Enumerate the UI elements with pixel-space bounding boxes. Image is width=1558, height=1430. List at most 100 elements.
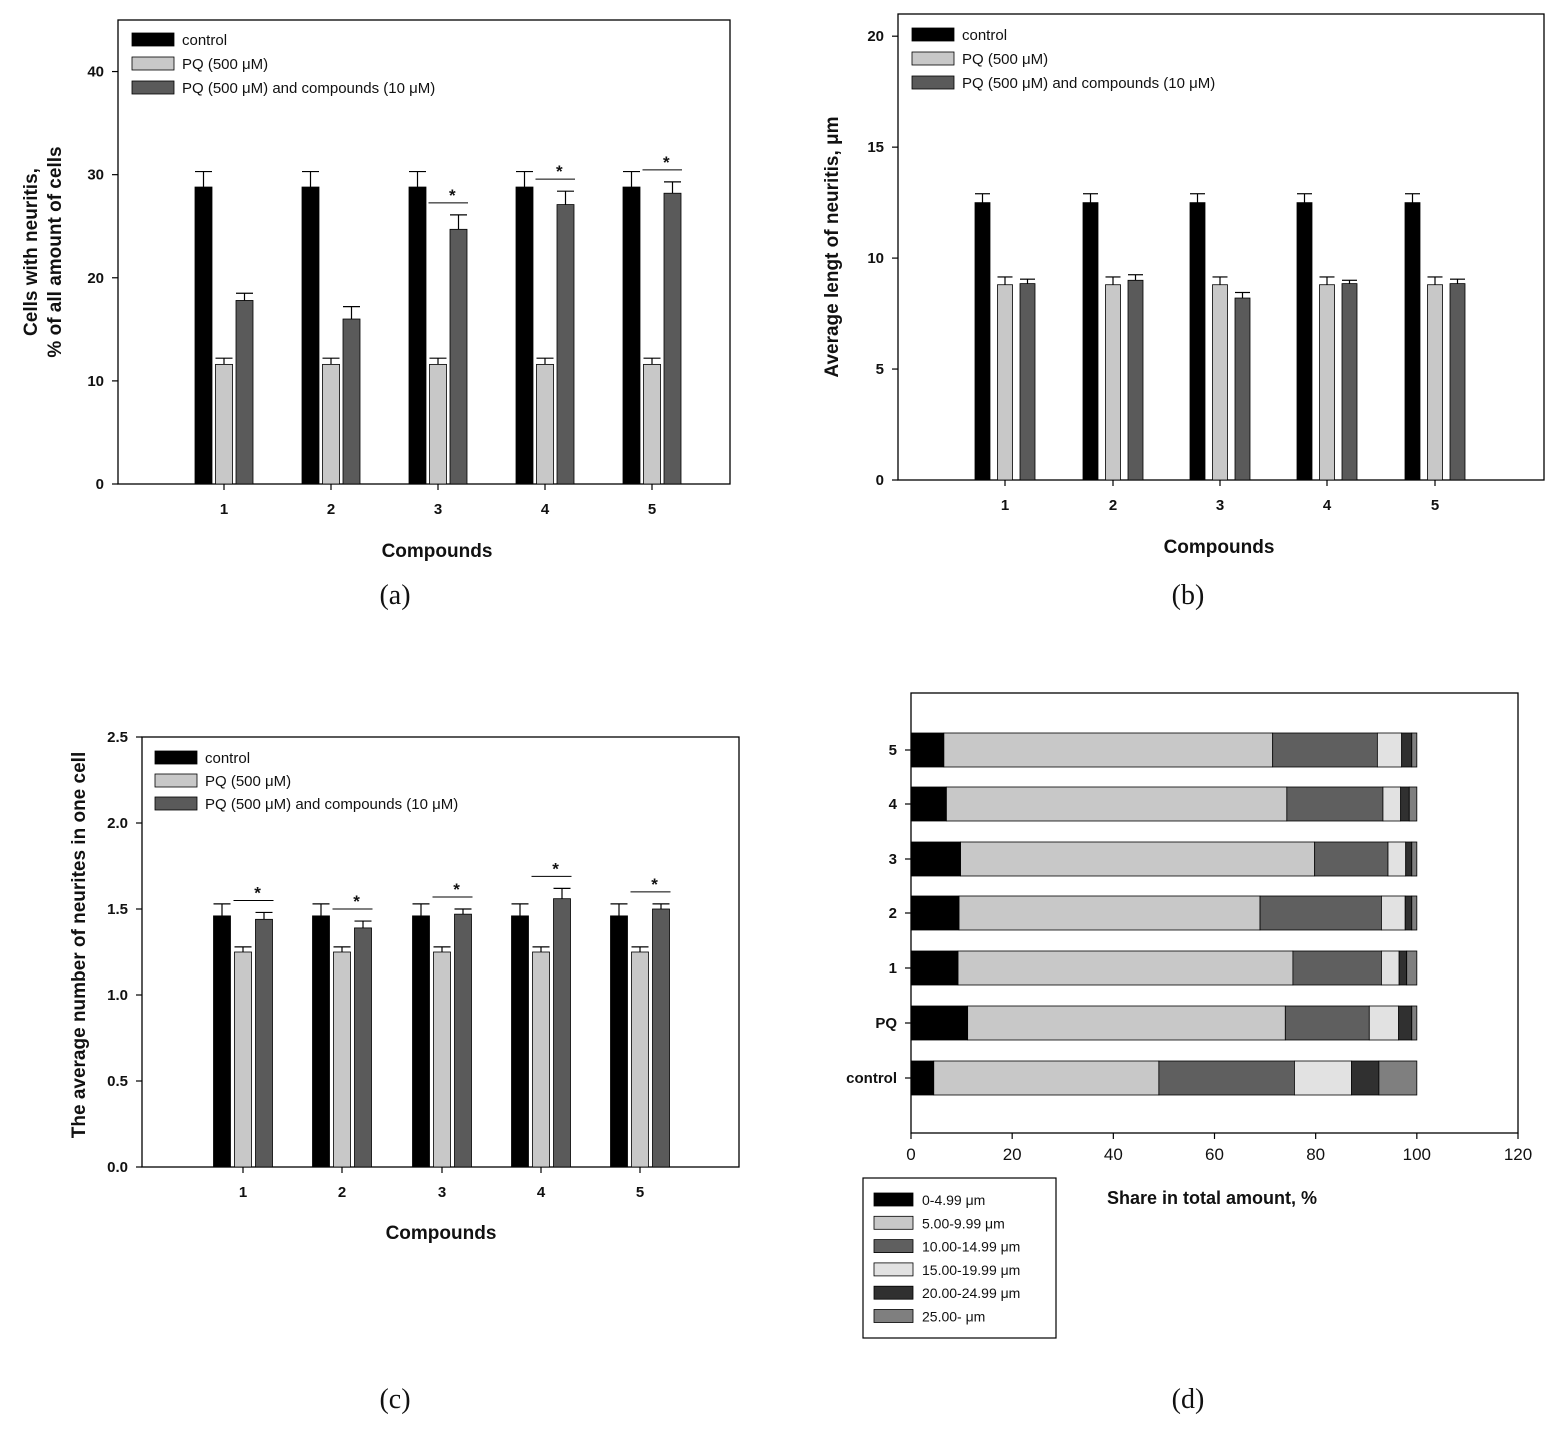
stacked-bar-segment [1404,895,1413,931]
y-tick-label: 15 [867,139,884,156]
stacked-bar-segment [1382,786,1402,822]
y-axis-title-line-2: % of all amount of cells [45,146,66,357]
legend-label: 20.00-24.99 μm [922,1285,1020,1301]
panel-caption: (a) [379,580,410,611]
significance-asterisk: * [651,875,658,894]
stacked-bar-segment [1408,786,1418,822]
legend-swatch [131,32,175,47]
bar [536,363,554,485]
x-tick-label: 0 [906,1145,915,1164]
stacked-bar-segment [1294,1060,1352,1096]
bar [412,915,430,1168]
bar [515,186,534,485]
bar [213,915,231,1168]
significance-asterisk: * [353,892,360,911]
x-axis-title: Compounds [386,1223,497,1244]
x-tick-label: 2 [327,501,335,518]
bar [1341,283,1358,481]
legend-swatch [911,75,955,90]
bars [974,193,1466,481]
y-tick-label: 0 [96,476,104,493]
y-tick-label: 20 [867,28,884,45]
significance-asterisk: * [663,153,670,172]
stacked-bar-segment [910,1060,935,1096]
bars [910,732,1418,1096]
legend-swatch [911,27,955,42]
bar [652,908,670,1168]
x-tick-label: 3 [438,1184,446,1201]
significance-asterisk: * [449,186,456,205]
x-tick-label: 100 [1403,1145,1431,1164]
y-axis-title: The average number of neurites in one ce… [69,752,90,1138]
x-tick-label: 60 [1205,1145,1224,1164]
bar [532,951,550,1168]
y-category-label: 3 [889,851,897,868]
bar [1319,284,1335,481]
bar [1212,284,1228,481]
stacked-bar-segment [1387,841,1407,877]
x-tick-label: 3 [1216,497,1224,514]
stacked-bar-segment [1411,732,1418,768]
y-tick-label: 2.0 [107,815,128,832]
x-tick-label: 4 [537,1184,546,1201]
legend-label: control [205,750,250,767]
x-axis-title: Compounds [1164,537,1275,558]
bar [215,363,233,485]
stacked-bar-segment [1400,786,1410,822]
x-tick-label: 5 [636,1184,644,1201]
panel-caption: (d) [1172,1384,1205,1415]
stacked-bar-segment [1314,841,1389,877]
legend: control PQ (500 μM) PQ (500 μM) and compou… [911,27,1215,92]
legend-label: control [962,27,1007,44]
legend-label: PQ (500 μM) [205,773,291,790]
legend-label: PQ (500 μM) [962,51,1048,68]
x-tick-label: 4 [541,501,550,518]
bar [610,915,628,1168]
bars [194,170,682,485]
stacked-bar-segment [946,786,1288,822]
stacked-bar-segment [943,732,1274,768]
y-tick-label: 20 [87,270,104,287]
y-category-label: 2 [889,905,897,922]
x-ticks: 0 20 40 60 80 100 120 [906,1133,1532,1164]
legend-swatch [911,51,955,66]
x-axis-title: Share in total amount, % [1107,1188,1317,1208]
stacked-bar-segment [1286,786,1384,822]
legend-label: 10.00-14.99 μm [922,1239,1020,1255]
x-ticks: 1 2 3 4 5 [220,484,656,518]
bar [433,951,451,1168]
x-tick-label: 5 [1431,497,1439,514]
legend-swatch [873,1239,914,1253]
bar [408,186,427,485]
stacked-bar-segment [1378,1060,1418,1096]
y-tick-label: 30 [87,167,104,184]
stacked-bar-segment [910,895,960,931]
stacked-bar-segment [1406,950,1418,986]
bar [454,913,472,1168]
bar [631,951,649,1168]
bar [255,918,273,1168]
bar [234,951,252,1168]
panel-caption: (c) [379,1384,410,1415]
bar [1105,284,1121,481]
bars [213,887,670,1168]
significance-marks: * * * * * [233,859,671,911]
y-ticks: 0 10 20 30 40 [87,64,118,493]
panel-c: 0.0 0.5 1.0 1.5 2.0 2.5 1 2 3 4 5 * * * * * control PQ… [69,729,740,1415]
x-tick-label: 1 [1001,497,1009,514]
y-axis-title-line-1: Cells with neuritis, [21,168,42,336]
bar [1296,202,1313,481]
y-category-label: 1 [889,960,897,977]
y-ticks: 0 5 10 15 20 [867,28,898,489]
bar [1449,283,1466,481]
stacked-bar-segment [1158,1060,1295,1096]
legend-swatch [873,1285,914,1300]
y-tick-label: 0.0 [107,1159,128,1176]
bar [663,192,682,485]
x-tick-label: 5 [648,501,656,518]
legend-label: 0-4.99 μm [922,1192,985,1208]
bar [622,186,641,485]
stacked-bar-segment [1411,841,1418,877]
y-tick-label: 40 [87,64,104,81]
